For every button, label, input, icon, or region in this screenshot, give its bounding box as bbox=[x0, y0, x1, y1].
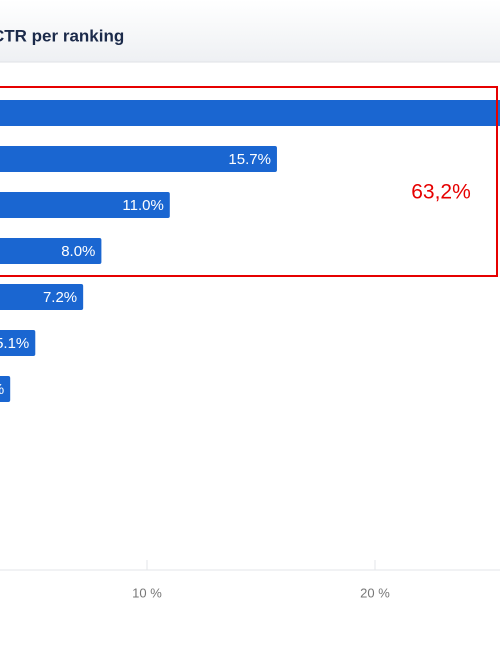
bar bbox=[0, 376, 11, 402]
header bbox=[0, 0, 500, 62]
x-tick-label: 20 % bbox=[360, 585, 390, 600]
bar bbox=[0, 330, 36, 356]
value-label: 15.7% bbox=[228, 151, 271, 168]
annotation: 63,2% bbox=[411, 181, 471, 204]
bar bbox=[0, 238, 102, 264]
value-label: 5.1% bbox=[0, 335, 29, 352]
value-label: 7.2% bbox=[43, 289, 77, 306]
highlight-box bbox=[0, 86, 498, 277]
x-tick-label: 10 % bbox=[132, 585, 162, 600]
chart-title: CTR per ranking bbox=[0, 26, 124, 45]
bar bbox=[0, 100, 500, 126]
bar bbox=[0, 146, 277, 172]
value-label: 11.0% bbox=[122, 197, 163, 214]
value-label: 8.0% bbox=[61, 243, 95, 260]
value-label: 4.0% bbox=[0, 381, 4, 398]
bar bbox=[0, 284, 84, 310]
bar bbox=[0, 192, 170, 218]
